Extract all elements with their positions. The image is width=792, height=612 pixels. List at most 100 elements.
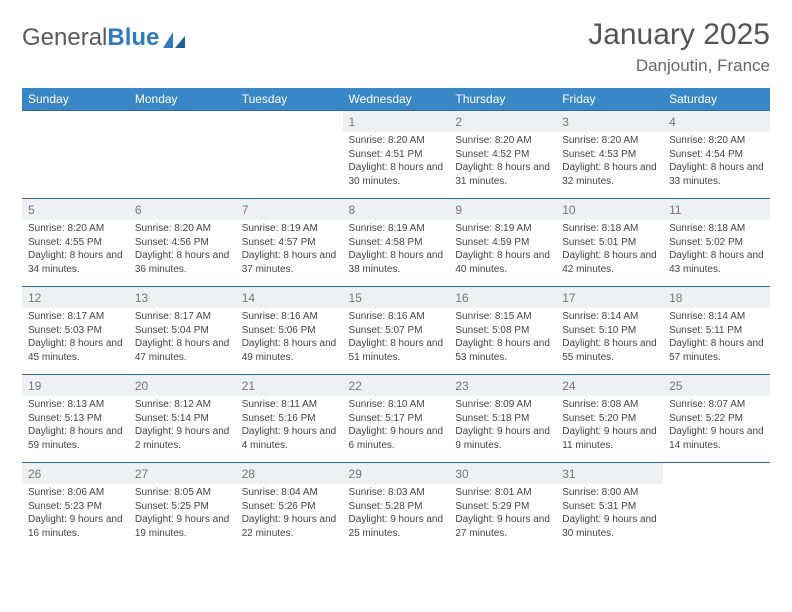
logo-sail-icon	[163, 32, 185, 48]
sunrise-line: Sunrise: 8:19 AM	[349, 222, 444, 236]
calendar-cell: 28Sunrise: 8:04 AMSunset: 5:26 PMDayligh…	[236, 463, 343, 551]
day-body: Sunrise: 8:17 AMSunset: 5:03 PMDaylight:…	[22, 308, 129, 368]
sunset-line: Sunset: 4:57 PM	[242, 236, 337, 250]
sunset-line: Sunset: 5:01 PM	[562, 236, 657, 250]
sunrise-line: Sunrise: 8:14 AM	[562, 310, 657, 324]
daylight-line: Daylight: 8 hours and 31 minutes.	[455, 161, 550, 188]
weekday-header: Saturday	[663, 88, 770, 111]
sunrise-line: Sunrise: 8:00 AM	[562, 486, 657, 500]
calendar-cell: 19Sunrise: 8:13 AMSunset: 5:13 PMDayligh…	[22, 375, 129, 463]
daylight-line: Daylight: 8 hours and 51 minutes.	[349, 337, 444, 364]
day-number: 14	[236, 287, 343, 308]
day-number: 23	[449, 375, 556, 396]
daylight-line: Daylight: 9 hours and 4 minutes.	[242, 425, 337, 452]
daylight-line: Daylight: 8 hours and 30 minutes.	[349, 161, 444, 188]
sunrise-line: Sunrise: 8:20 AM	[28, 222, 123, 236]
calendar-cell: 23Sunrise: 8:09 AMSunset: 5:18 PMDayligh…	[449, 375, 556, 463]
calendar-cell: .	[236, 111, 343, 199]
sunset-line: Sunset: 4:51 PM	[349, 148, 444, 162]
daylight-line: Daylight: 8 hours and 47 minutes.	[135, 337, 230, 364]
daylight-line: Daylight: 8 hours and 33 minutes.	[669, 161, 764, 188]
daylight-line: Daylight: 9 hours and 30 minutes.	[562, 513, 657, 540]
sunset-line: Sunset: 5:17 PM	[349, 412, 444, 426]
day-number: 8	[343, 199, 450, 220]
sunset-line: Sunset: 5:23 PM	[28, 500, 123, 514]
day-number: 18	[663, 287, 770, 308]
sunset-line: Sunset: 4:56 PM	[135, 236, 230, 250]
weekday-header: Monday	[129, 88, 236, 111]
day-body: Sunrise: 8:14 AMSunset: 5:10 PMDaylight:…	[556, 308, 663, 368]
weekday-header: Sunday	[22, 88, 129, 111]
day-body: Sunrise: 8:10 AMSunset: 5:17 PMDaylight:…	[343, 396, 450, 456]
day-number: 6	[129, 199, 236, 220]
day-number: 19	[22, 375, 129, 396]
daylight-line: Daylight: 8 hours and 42 minutes.	[562, 249, 657, 276]
day-body: Sunrise: 8:20 AMSunset: 4:56 PMDaylight:…	[129, 220, 236, 280]
sunrise-line: Sunrise: 8:20 AM	[135, 222, 230, 236]
calendar-cell: 6Sunrise: 8:20 AMSunset: 4:56 PMDaylight…	[129, 199, 236, 287]
day-body: Sunrise: 8:04 AMSunset: 5:26 PMDaylight:…	[236, 484, 343, 544]
daylight-line: Daylight: 9 hours and 6 minutes.	[349, 425, 444, 452]
daylight-line: Daylight: 9 hours and 2 minutes.	[135, 425, 230, 452]
day-number: 2	[449, 111, 556, 132]
calendar-cell: 14Sunrise: 8:16 AMSunset: 5:06 PMDayligh…	[236, 287, 343, 375]
weekday-header: Wednesday	[343, 88, 450, 111]
calendar-cell: 5 Sunrise: 8:20 AMSunset: 4:55 PMDaylight…	[22, 199, 129, 287]
day-body: Sunrise: 8:16 AMSunset: 5:06 PMDaylight:…	[236, 308, 343, 368]
calendar-row: ...1Sunrise: 8:20 AMSunset: 4:51 PMDayli…	[22, 111, 770, 199]
calendar-row: 12Sunrise: 8:17 AMSunset: 5:03 PMDayligh…	[22, 287, 770, 375]
sunrise-line: Sunrise: 8:19 AM	[242, 222, 337, 236]
day-body: Sunrise: 8:20 AMSunset: 4:51 PMDaylight:…	[343, 132, 450, 192]
day-number: 27	[129, 463, 236, 484]
day-body: Sunrise: 8:07 AMSunset: 5:22 PMDaylight:…	[663, 396, 770, 456]
sunrise-line: Sunrise: 8:20 AM	[455, 134, 550, 148]
sunset-line: Sunset: 5:13 PM	[28, 412, 123, 426]
calendar-cell: .	[663, 463, 770, 551]
daylight-line: Daylight: 9 hours and 25 minutes.	[349, 513, 444, 540]
calendar-cell: 29Sunrise: 8:03 AMSunset: 5:28 PMDayligh…	[343, 463, 450, 551]
day-number: 5	[22, 199, 129, 220]
day-body: Sunrise: 8:12 AMSunset: 5:14 PMDaylight:…	[129, 396, 236, 456]
daylight-line: Daylight: 9 hours and 16 minutes.	[28, 513, 123, 540]
location: Danjoutin, France	[588, 56, 770, 76]
sunrise-line: Sunrise: 8:08 AM	[562, 398, 657, 412]
calendar-cell: 27Sunrise: 8:05 AMSunset: 5:25 PMDayligh…	[129, 463, 236, 551]
calendar-cell: 11Sunrise: 8:18 AMSunset: 5:02 PMDayligh…	[663, 199, 770, 287]
sunset-line: Sunset: 5:31 PM	[562, 500, 657, 514]
day-body: Sunrise: 8:18 AMSunset: 5:01 PMDaylight:…	[556, 220, 663, 280]
sunset-line: Sunset: 5:03 PM	[28, 324, 123, 338]
sunset-line: Sunset: 4:55 PM	[28, 236, 123, 250]
calendar-cell: 24Sunrise: 8:08 AMSunset: 5:20 PMDayligh…	[556, 375, 663, 463]
calendar-cell: 16Sunrise: 8:15 AMSunset: 5:08 PMDayligh…	[449, 287, 556, 375]
daylight-line: Daylight: 8 hours and 43 minutes.	[669, 249, 764, 276]
sunset-line: Sunset: 5:04 PM	[135, 324, 230, 338]
day-body: Sunrise: 8:00 AMSunset: 5:31 PMDaylight:…	[556, 484, 663, 544]
calendar-table: SundayMondayTuesdayWednesdayThursdayFrid…	[22, 88, 770, 551]
sunrise-line: Sunrise: 8:18 AM	[562, 222, 657, 236]
sunrise-line: Sunrise: 8:04 AM	[242, 486, 337, 500]
day-number: 26	[22, 463, 129, 484]
logo-text-1: General	[22, 24, 107, 52]
sunset-line: Sunset: 5:18 PM	[455, 412, 550, 426]
day-number: 15	[343, 287, 450, 308]
sunrise-line: Sunrise: 8:17 AM	[28, 310, 123, 324]
daylight-line: Daylight: 9 hours and 19 minutes.	[135, 513, 230, 540]
calendar-cell: 12Sunrise: 8:17 AMSunset: 5:03 PMDayligh…	[22, 287, 129, 375]
sunset-line: Sunset: 5:20 PM	[562, 412, 657, 426]
day-number: 31	[556, 463, 663, 484]
day-number: 16	[449, 287, 556, 308]
calendar-cell: 9Sunrise: 8:19 AMSunset: 4:59 PMDaylight…	[449, 199, 556, 287]
sunset-line: Sunset: 4:53 PM	[562, 148, 657, 162]
sunrise-line: Sunrise: 8:09 AM	[455, 398, 550, 412]
daylight-line: Daylight: 8 hours and 34 minutes.	[28, 249, 123, 276]
daylight-line: Daylight: 8 hours and 40 minutes.	[455, 249, 550, 276]
sunrise-line: Sunrise: 8:03 AM	[349, 486, 444, 500]
day-body: Sunrise: 8:01 AMSunset: 5:29 PMDaylight:…	[449, 484, 556, 544]
day-number: 12	[22, 287, 129, 308]
day-body: Sunrise: 8:20 AMSunset: 4:52 PMDaylight:…	[449, 132, 556, 192]
sunset-line: Sunset: 5:22 PM	[669, 412, 764, 426]
sunset-line: Sunset: 5:28 PM	[349, 500, 444, 514]
calendar-cell: 8Sunrise: 8:19 AMSunset: 4:58 PMDaylight…	[343, 199, 450, 287]
sunset-line: Sunset: 5:07 PM	[349, 324, 444, 338]
sunset-line: Sunset: 5:16 PM	[242, 412, 337, 426]
